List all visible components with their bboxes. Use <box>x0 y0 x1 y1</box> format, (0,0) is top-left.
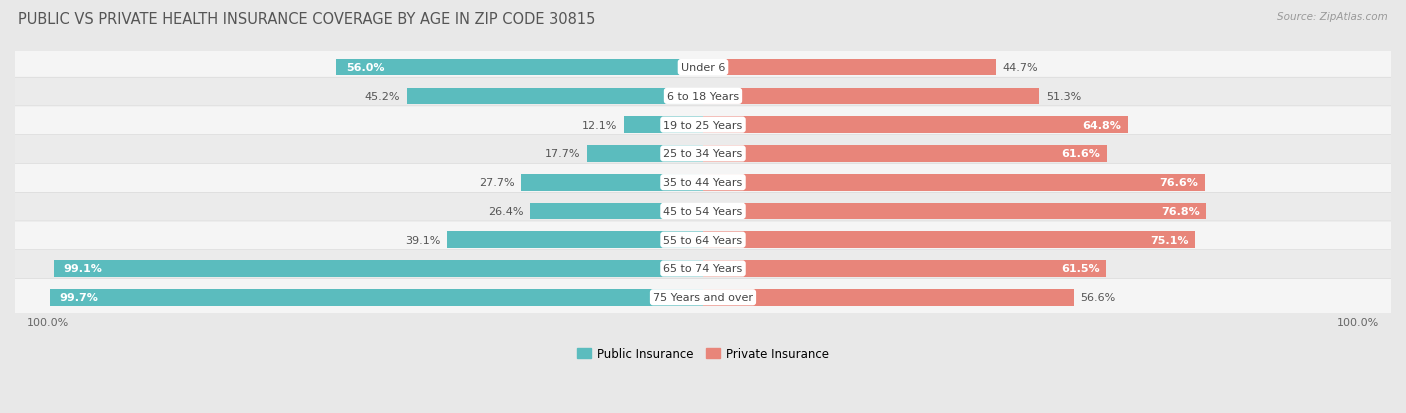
Bar <box>703 117 1128 134</box>
Text: Source: ZipAtlas.com: Source: ZipAtlas.com <box>1277 12 1388 22</box>
Bar <box>703 203 1206 220</box>
Text: 27.7%: 27.7% <box>479 178 515 188</box>
Text: PUBLIC VS PRIVATE HEALTH INSURANCE COVERAGE BY AGE IN ZIP CODE 30815: PUBLIC VS PRIVATE HEALTH INSURANCE COVER… <box>18 12 596 27</box>
Bar <box>703 289 1074 306</box>
FancyBboxPatch shape <box>1 193 1405 230</box>
FancyBboxPatch shape <box>1 164 1405 202</box>
Text: 75.1%: 75.1% <box>1150 235 1188 245</box>
Text: 61.6%: 61.6% <box>1062 149 1099 159</box>
FancyBboxPatch shape <box>1 78 1405 115</box>
Bar <box>703 146 1107 162</box>
FancyBboxPatch shape <box>1 221 1405 259</box>
Text: 51.3%: 51.3% <box>1046 92 1081 102</box>
Text: 35 to 44 Years: 35 to 44 Years <box>664 178 742 188</box>
FancyBboxPatch shape <box>1 49 1405 87</box>
Text: 61.5%: 61.5% <box>1060 264 1099 274</box>
Text: 65 to 74 Years: 65 to 74 Years <box>664 264 742 274</box>
Bar <box>703 261 1107 277</box>
Bar <box>703 59 995 76</box>
Legend: Public Insurance, Private Insurance: Public Insurance, Private Insurance <box>572 342 834 365</box>
Text: Under 6: Under 6 <box>681 63 725 73</box>
Bar <box>53 261 703 277</box>
Bar <box>406 88 703 105</box>
FancyBboxPatch shape <box>1 250 1405 287</box>
Text: 56.0%: 56.0% <box>346 63 384 73</box>
Text: 76.8%: 76.8% <box>1161 206 1199 216</box>
Text: 12.1%: 12.1% <box>582 120 617 131</box>
FancyBboxPatch shape <box>1 279 1405 316</box>
Text: 76.6%: 76.6% <box>1160 178 1198 188</box>
Text: 44.7%: 44.7% <box>1002 63 1038 73</box>
FancyBboxPatch shape <box>1 107 1405 144</box>
Bar <box>336 59 703 76</box>
Text: 56.6%: 56.6% <box>1080 292 1116 302</box>
Bar <box>522 174 703 191</box>
Bar <box>530 203 703 220</box>
Text: 6 to 18 Years: 6 to 18 Years <box>666 92 740 102</box>
Text: 64.8%: 64.8% <box>1083 120 1121 131</box>
Text: 75 Years and over: 75 Years and over <box>652 292 754 302</box>
Bar <box>624 117 703 134</box>
Text: 99.7%: 99.7% <box>59 292 98 302</box>
Bar <box>588 146 703 162</box>
Text: 99.1%: 99.1% <box>63 264 103 274</box>
FancyBboxPatch shape <box>1 135 1405 173</box>
Text: 25 to 34 Years: 25 to 34 Years <box>664 149 742 159</box>
Text: 17.7%: 17.7% <box>546 149 581 159</box>
Text: 45.2%: 45.2% <box>364 92 401 102</box>
Bar <box>447 232 703 249</box>
Text: 26.4%: 26.4% <box>488 206 523 216</box>
Bar <box>703 232 1195 249</box>
Text: 55 to 64 Years: 55 to 64 Years <box>664 235 742 245</box>
Text: 39.1%: 39.1% <box>405 235 440 245</box>
Text: 19 to 25 Years: 19 to 25 Years <box>664 120 742 131</box>
Bar <box>49 289 703 306</box>
Bar <box>703 174 1205 191</box>
Text: 45 to 54 Years: 45 to 54 Years <box>664 206 742 216</box>
Bar <box>703 88 1039 105</box>
